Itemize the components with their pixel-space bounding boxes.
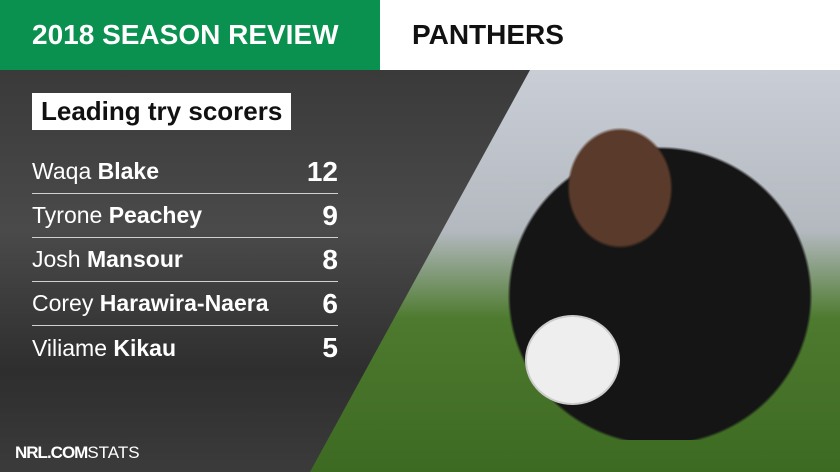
player-name: Waqa Blake bbox=[32, 158, 159, 184]
list-item: Tyrone Peachey 9 bbox=[32, 194, 338, 238]
player-name: Tyrone Peachey bbox=[32, 202, 203, 228]
player-name: Josh Mansour bbox=[32, 246, 183, 272]
nrl-stats-logo: NRL.COMSTATS bbox=[15, 443, 140, 462]
team-name: PANTHERS bbox=[380, 0, 840, 70]
try-count: 8 bbox=[322, 243, 338, 275]
football-image bbox=[525, 315, 620, 405]
list-item: Waqa Blake 12 bbox=[32, 150, 338, 194]
try-count: 12 bbox=[306, 155, 338, 187]
try-count: 9 bbox=[322, 199, 338, 231]
season-review-title: 2018 SEASON REVIEW bbox=[0, 0, 380, 70]
try-count: 6 bbox=[322, 287, 338, 319]
player-name: Corey Harawira-Naera bbox=[32, 290, 269, 316]
try-scorers-list: Waqa Blake 12 Tyrone Peachey 9 Josh Mansou… bbox=[32, 150, 338, 370]
list-item: Corey Harawira-Naera 6 bbox=[32, 282, 338, 326]
section-title: Leading try scorers bbox=[32, 93, 292, 130]
player-name: Viliame Kikau bbox=[32, 334, 177, 361]
try-count: 5 bbox=[322, 332, 338, 363]
list-item: Viliame Kikau 5 bbox=[32, 326, 338, 370]
list-item: Josh Mansour 8 bbox=[32, 238, 338, 282]
